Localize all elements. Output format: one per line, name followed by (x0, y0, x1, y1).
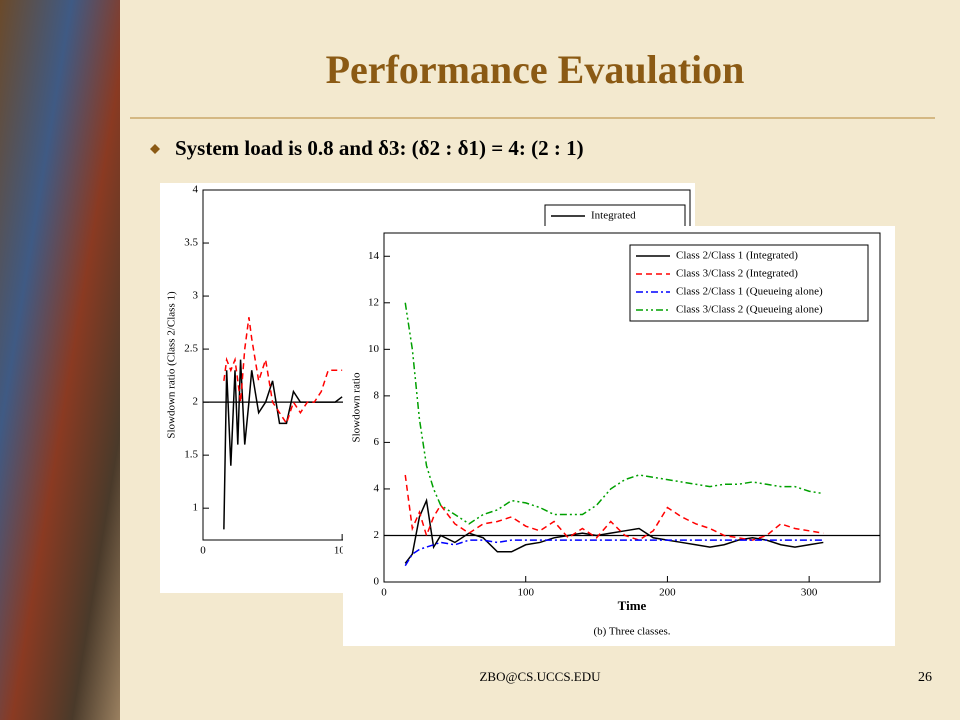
y-tick-label: 3 (193, 290, 199, 302)
x-tick-label: 300 (801, 587, 818, 599)
y-tick-label: 4 (374, 482, 380, 494)
legend-label: Class 3/Class 2 (Queueing alone) (676, 304, 823, 316)
y-tick-label: 4 (193, 184, 199, 196)
chart-front: 0 2 4 6 8 10 12 14 0 100 200 300 Class 2/Class 1 (In… (343, 226, 895, 646)
page-number: 26 (918, 670, 932, 685)
side-image (0, 0, 120, 720)
series-line (404, 474, 824, 541)
series-line (223, 359, 343, 530)
y-tick-label: 6 (374, 436, 380, 448)
plot-frame (383, 232, 881, 583)
x-tick-label: 200 (659, 587, 676, 599)
y-tick-label: 2.5 (184, 343, 198, 355)
series-line (404, 497, 824, 564)
y-tick-label: 10 (368, 343, 380, 355)
y-tick-label: 3.5 (184, 237, 198, 249)
legend-box (629, 244, 869, 322)
y-tick-label: 1.5 (184, 449, 198, 461)
x-tick-label: 0 (200, 545, 206, 557)
bullet-text: System load is 0.8 and δ3: (δ2 : δ1) = 4… (175, 136, 584, 160)
legend-label: Class 2/Class 1 (Queueing alone) (676, 286, 823, 298)
slide-title: Performance Evaulation (326, 47, 745, 92)
x-tick-label: 0 (381, 587, 387, 599)
y-tick-label: 0 (374, 576, 380, 588)
legend-label: Class 3/Class 2 (Integrated) (676, 268, 798, 280)
bullet-icon (150, 144, 160, 154)
x-axis-label: Time (618, 598, 647, 613)
y-tick-label: 2 (374, 529, 380, 541)
y-tick-label: 8 (374, 389, 380, 401)
y-tick-label: 1 (193, 502, 199, 514)
footer: ZBO@CS.UCCS.EDU (479, 669, 601, 684)
legend-label: Integrated (591, 210, 636, 222)
series-line (223, 317, 343, 426)
caption: (b) Three classes. (593, 626, 670, 638)
y-axis-label: Slowdown ratio (351, 372, 363, 442)
x-tick-label: 100 (517, 587, 534, 599)
y-tick-label: 2 (193, 396, 199, 408)
y-tick-label: 12 (368, 296, 379, 308)
series-line (404, 539, 824, 567)
y-tick-label: 14 (368, 250, 380, 262)
plot-lines (384, 302, 880, 567)
series-line (404, 302, 824, 525)
legend-label: Class 2/Class 1 (Integrated) (676, 250, 798, 262)
y-axis-label: Slowdown ratio (Class 2/Class 1) (166, 291, 178, 439)
